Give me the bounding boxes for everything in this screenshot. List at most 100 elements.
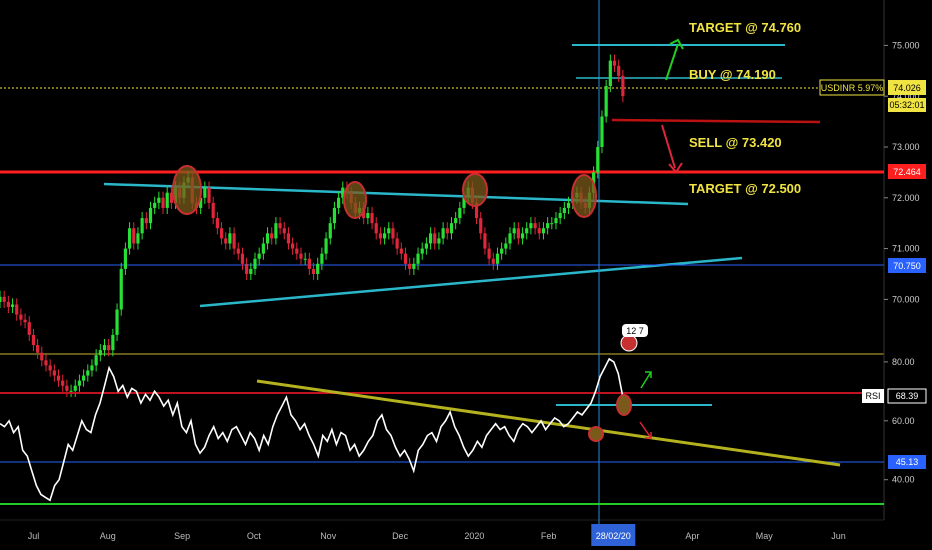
candle-body [270,233,274,239]
candle-body [215,218,219,229]
rsi-value-tag[interactable] [887,388,927,404]
candle-body [261,243,265,254]
price-tick-label: 70.000 [892,294,920,304]
candle-body [132,228,136,244]
candle-body [424,243,428,249]
candle-body [378,233,383,239]
candle-body [77,380,82,386]
candle-body [295,248,299,254]
candle-body [307,258,311,269]
candle-body [382,233,387,239]
candle-body [399,248,403,254]
candle-body [274,223,278,239]
candle-body [428,233,433,244]
price-axis: 75.000 74.000 73.000 72.000 71.000 70.000 [884,40,920,304]
candle-body [236,248,240,254]
candle-body [433,233,437,244]
support-trendline[interactable] [199,256,743,308]
rsi-name: RSI [865,391,880,401]
candle-body [73,385,77,391]
time-tick-label: Jun [831,531,846,541]
candle-body [366,213,370,219]
candle-body [140,218,144,234]
candle-body [525,228,529,234]
pivot-circle-3[interactable] [462,173,488,207]
candle-body [6,301,10,307]
pivot-circle-2[interactable] [343,181,367,219]
buy-label: BUY @ 74.190 [689,67,776,82]
time-tick-label: Dec [392,531,409,541]
time-axis: Jul Aug Sep Oct Nov Dec 2020 Feb 28/02/20 Apr May J… [28,524,846,546]
event-flag-icon[interactable] [620,334,638,352]
candle-body [161,197,165,208]
rsi-circle-low[interactable] [588,426,604,442]
last-price-value: 74.026 [893,83,921,93]
candle-body [153,202,157,208]
candle-body [504,243,508,249]
rsi-name-tag [862,389,884,403]
candle-body [228,233,232,244]
level-blue-tag[interactable] [888,258,926,273]
last-price-tag[interactable] [888,80,926,95]
sell-line[interactable] [611,118,821,124]
rsi-level-45-tag[interactable] [888,455,926,469]
candle-body [529,223,533,229]
rsi-red-arrow [639,421,652,439]
candle-body [102,345,107,351]
candle-body [52,370,56,376]
red-down-arrow [661,124,676,169]
candle-body [391,228,395,239]
candle-body [136,233,140,244]
candle-body [232,233,236,249]
candle-body [69,390,73,392]
event-badge[interactable] [622,324,648,337]
candle-body [90,365,94,371]
candle-body [395,238,399,249]
candle-body [61,380,65,386]
candle-body [2,296,6,302]
candle-body [265,233,270,244]
candle-body [612,60,617,66]
level-red-tag[interactable] [888,164,926,179]
candle-body [566,202,571,208]
candle-body [224,238,228,244]
candle-body [387,228,391,234]
green-up-arrow [665,43,679,81]
candle-body [240,253,245,264]
candle-body [199,197,203,208]
rsi-line [0,357,624,502]
candle-body [94,355,98,366]
candle-body [278,223,282,229]
symbol-label: USDINR 5.97% [821,83,884,93]
candle-body [245,263,249,274]
candle-body [144,218,148,224]
candle-body [127,228,132,249]
countdown-text: 05:32:01 [889,100,924,110]
candle-body [412,263,416,269]
candle-body [219,228,224,239]
candle-body [495,253,500,264]
candle-body [27,322,31,335]
candle-body [203,187,207,198]
price-tick-label: 72.000 [892,193,920,203]
candle-body [554,218,558,224]
candlestick-series [0,54,625,397]
event-badge-text: 12 7 [626,326,644,336]
rsi-downtrend-line[interactable] [256,379,841,467]
candle-body [458,207,462,219]
candle-body [403,253,408,264]
level-blue-value: 70.750 [893,261,921,271]
candle-body [462,197,466,208]
rsi-circle-high[interactable] [616,394,632,416]
candle-body [500,248,504,254]
candle-body [207,187,211,203]
target-high-label: TARGET @ 74.760 [689,20,801,35]
candle-body [617,65,621,76]
candle-body [56,375,61,381]
pivot-circle-4[interactable] [571,174,597,218]
candle-body [299,253,303,259]
candle-body [40,352,44,361]
symbol-tag[interactable] [819,79,885,96]
pivot-circle-1[interactable] [172,165,202,215]
